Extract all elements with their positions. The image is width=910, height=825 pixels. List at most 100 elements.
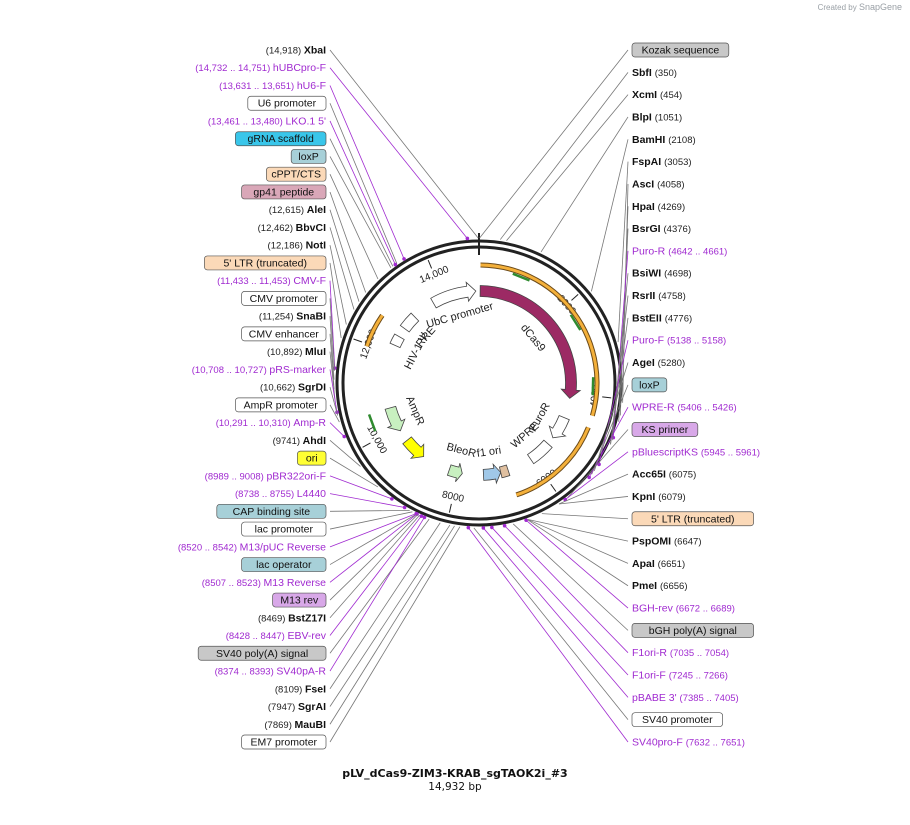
primer-site (390, 497, 394, 501)
site-position: (8374 .. 8393) (215, 667, 277, 678)
ruler-label: 8000 (441, 489, 466, 505)
label-leader (329, 85, 405, 260)
site-name: CMV-F (293, 275, 326, 287)
feature-box-text: gRNA scaffold (248, 133, 315, 145)
site-text: AgeI (5280) (632, 357, 685, 369)
label-leader (329, 280, 336, 369)
label-leader (329, 262, 342, 338)
site-name: BGH-rev (632, 603, 676, 615)
feature-box-text: 5' LTR (truncated) (223, 257, 307, 269)
site-name: SV40pro-F (632, 737, 686, 749)
feature-label: AmpR (403, 394, 426, 427)
site-position: (1051) (655, 112, 682, 123)
label-leader (564, 451, 629, 500)
label-primer-sv40pro-f: SV40pro-F (7632 .. 7651) (466, 525, 745, 749)
site-text: (13,461 .. 13,480) LKO.1 5' (208, 115, 326, 127)
feature-box (235, 397, 327, 413)
site-text: BGH-rev (6672 .. 6689) (632, 603, 735, 615)
primer-site (393, 262, 398, 267)
site-position: (5138 .. 5158) (667, 336, 726, 347)
feature-box (631, 712, 723, 728)
site-position: (7869) (264, 720, 294, 731)
feature-box (247, 95, 327, 111)
plasmid-name: pLV_dCas9-ZIM3-KRAB_sgTAOK2i_#3 (342, 767, 568, 780)
site-text: F1ori-F (7245 .. 7266) (632, 670, 728, 682)
direction-arrow (591, 377, 595, 396)
site-position: (5280) (658, 358, 685, 369)
site-position: (6672 .. 6689) (676, 604, 735, 615)
site-position: (11,254) (259, 312, 296, 323)
label-enzyme-acc65i: Acc65I (6075) (558, 469, 696, 505)
site-name: hU6-F (297, 80, 326, 92)
direction-arrow (367, 413, 377, 432)
label-box-cppt-cts: cPPT/CTS (266, 166, 379, 280)
snapgene-credit: Created by SnapGene (818, 2, 902, 12)
label-leader (527, 519, 629, 564)
site-text: PmeI (6656) (632, 580, 687, 592)
site-name: AscI (632, 178, 657, 190)
snapgene-logo: SnapGene (858, 2, 902, 12)
site-position: (8469) (258, 613, 288, 624)
site-position: (5406 .. 5426) (678, 403, 737, 414)
label-box-5-ltr-truncated-: 5' LTR (truncated) (204, 255, 342, 338)
site-position: (7385 .. 7405) (680, 693, 739, 704)
label-enzyme-xbai: (14,918) XbaI (266, 45, 479, 239)
feature-shape (526, 439, 553, 465)
site-text: ApaI (6651) (632, 558, 685, 570)
site-name: BstZ17I (288, 612, 326, 624)
feature-label: WPRE (509, 420, 542, 451)
feature-box (241, 291, 327, 306)
label-leader (491, 527, 629, 676)
site-text: RsrII (4758) (632, 290, 686, 302)
site-position: (6647) (674, 537, 701, 548)
label-leader (329, 440, 361, 467)
site-text: (8109) FseI (275, 683, 326, 695)
label-leader (591, 384, 629, 475)
site-text: (14,918) XbaI (266, 45, 326, 57)
feature-shape (446, 463, 463, 482)
site-position: (2108) (668, 135, 695, 146)
feature-box (266, 166, 327, 182)
feature-shape (399, 312, 420, 333)
primer-site (332, 366, 337, 370)
label-box-grna-scaffold: gRNA scaffold (235, 131, 394, 267)
label-leader (468, 527, 629, 743)
label-enzyme-blpi: BlpI (1051) (540, 111, 682, 253)
site-name: LKO.1 5' (285, 115, 326, 127)
site-text: HpaI (4269) (632, 201, 685, 213)
primer-site (465, 236, 470, 241)
feature-label: BleoR (445, 441, 477, 460)
label-leader (329, 351, 336, 402)
feature-shape (482, 463, 502, 485)
feature-box (272, 592, 327, 608)
feature-box (204, 255, 327, 271)
label-leader (617, 161, 629, 343)
site-name: SgrDI (298, 382, 326, 394)
label-box-cmv-promoter: CMV promoter (241, 291, 335, 371)
label-leader (329, 518, 430, 654)
label-box-loxp: loxP (591, 377, 668, 475)
site-position: (8520 .. 8542) (178, 542, 240, 553)
label-enzyme-apai: ApaI (6651) (527, 519, 685, 570)
site-position: (13,461 .. 13,480) (208, 116, 286, 127)
label-leader (329, 522, 441, 689)
label-primer-sv40pa-r: (8374 .. 8393) SV40pA-R (215, 515, 427, 678)
site-position: (7632 .. 7651) (686, 738, 745, 749)
label-leader (329, 298, 335, 371)
site-name: AleI (307, 204, 326, 216)
feature-box (235, 131, 327, 147)
site-position: (10,892) (267, 347, 305, 358)
label-primer-ebv-rev: (8428 .. 8447) EBV-rev (226, 514, 424, 642)
label-leader (329, 515, 422, 636)
feature-box-text: bGH poly(A) signal (649, 625, 737, 637)
site-position: (7035 .. 7054) (670, 648, 729, 659)
label-primer-hu6-f: (13,631 .. 13,651) hU6-F (219, 80, 406, 261)
site-name: ApaI (632, 558, 658, 570)
label-leader (329, 513, 417, 565)
label-leader (329, 156, 392, 269)
feature-box-text: SV40 promoter (642, 714, 713, 726)
site-position: (11,433 .. 11,453) (217, 276, 293, 287)
feature-box (631, 42, 730, 58)
label-leader (479, 49, 629, 239)
site-position: (6651) (658, 559, 685, 570)
